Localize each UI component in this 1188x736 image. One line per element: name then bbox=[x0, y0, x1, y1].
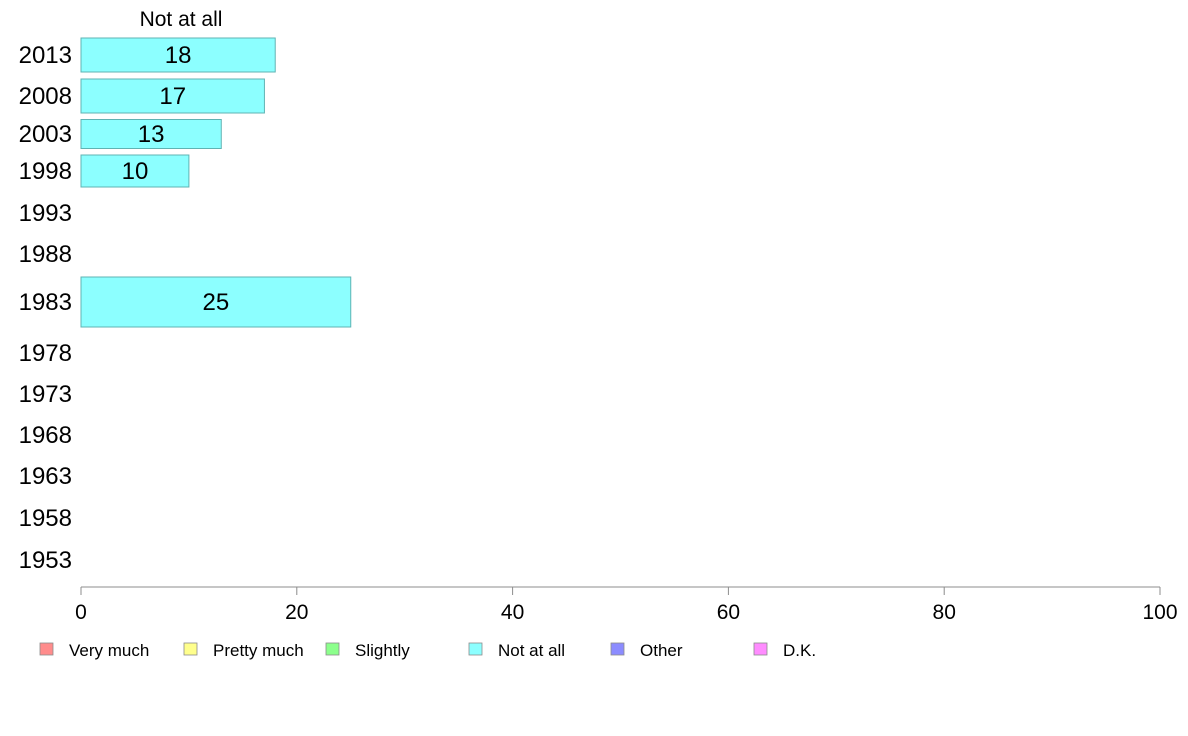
legend-swatch bbox=[325, 642, 340, 656]
x-tick-label: 20 bbox=[285, 601, 308, 624]
legend-swatch bbox=[753, 642, 768, 656]
legend-label: Pretty much bbox=[213, 641, 304, 660]
bar bbox=[80, 37, 276, 73]
bar bbox=[80, 78, 265, 114]
bar bbox=[80, 276, 352, 328]
bar-value-labels: 18 17 13 10 25 bbox=[122, 42, 230, 316]
x-tick-label: 0 bbox=[75, 601, 87, 624]
legend-swatch bbox=[183, 642, 198, 656]
y-axis-labels: 2013 2008 2003 1998 1993 1988 1983 1978 1973 1968… bbox=[19, 42, 72, 574]
y-tick-label: 1983 bbox=[19, 289, 72, 316]
legend-swatch bbox=[39, 642, 54, 656]
y-tick-label: 1973 bbox=[19, 381, 72, 408]
y-tick-label: 2008 bbox=[19, 83, 72, 110]
legend-label: Not at all bbox=[498, 641, 565, 660]
legend: Very much Pretty much Slightly Not at all Ot… bbox=[39, 641, 816, 660]
y-tick-label: 1993 bbox=[19, 200, 72, 227]
legend-label: Slightly bbox=[355, 641, 410, 660]
bar bbox=[80, 154, 190, 188]
bar bbox=[80, 119, 222, 149]
y-tick-label: 1988 bbox=[19, 241, 72, 268]
bars bbox=[80, 37, 352, 328]
y-tick-label: 2013 bbox=[19, 42, 72, 69]
y-tick-label: 1998 bbox=[19, 158, 72, 185]
legend-label: D.K. bbox=[783, 641, 816, 660]
y-tick-label: 1968 bbox=[19, 422, 72, 449]
y-tick-label: 1963 bbox=[19, 463, 72, 490]
x-tick-label: 40 bbox=[501, 601, 524, 624]
y-tick-label: 1958 bbox=[19, 505, 72, 532]
bar-value-label: 18 bbox=[165, 42, 192, 69]
y-tick-label: 2003 bbox=[19, 121, 72, 148]
x-tick-label: 60 bbox=[717, 601, 740, 624]
legend-swatch bbox=[610, 642, 625, 656]
legend-label: Other bbox=[640, 641, 683, 660]
y-tick-label: 1978 bbox=[19, 340, 72, 367]
legend-label: Very much bbox=[69, 641, 149, 660]
y-tick-label: 1953 bbox=[19, 547, 72, 574]
x-axis: 0 20 40 60 80 100 bbox=[75, 586, 1178, 624]
bar-value-label: 10 bbox=[122, 158, 149, 185]
legend-swatch bbox=[468, 642, 483, 656]
x-tick-label: 100 bbox=[1142, 601, 1177, 624]
bar-value-label: 25 bbox=[203, 289, 230, 316]
bar-value-label: 13 bbox=[138, 121, 165, 148]
bar-value-label: 17 bbox=[159, 83, 186, 110]
x-tick-label: 80 bbox=[933, 601, 956, 624]
panel-title: Not at all bbox=[140, 8, 223, 31]
